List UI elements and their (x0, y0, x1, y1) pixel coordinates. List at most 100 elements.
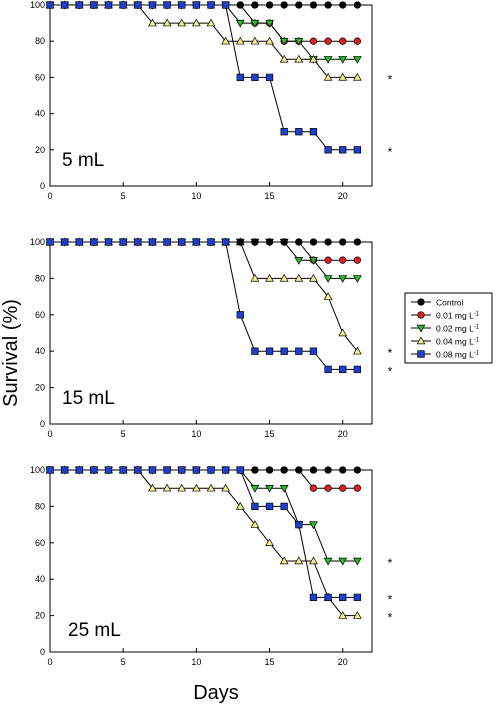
data-point (309, 466, 318, 474)
legend-label: 0.08 mg L-1 (436, 350, 480, 360)
data-point (338, 557, 348, 566)
data-point (148, 483, 157, 492)
y-tick-label: 20 (35, 383, 45, 393)
data-point (162, 18, 172, 27)
data-point (207, 1, 215, 9)
legend-label-superscript: -1 (474, 312, 480, 318)
x-tick-label: 0 (47, 191, 52, 201)
legend-label: 0.02 mg L-1 (436, 324, 480, 334)
data-point (191, 18, 201, 27)
legend-label-text: 0.01 mg L (436, 311, 474, 321)
y-tick-label: 40 (35, 109, 45, 119)
data-point (265, 238, 274, 246)
data-point (339, 256, 347, 264)
data-point (352, 72, 362, 81)
data-point (309, 484, 318, 492)
data-point (309, 257, 318, 265)
data-point (236, 73, 244, 82)
x-tick-label: 0 (47, 429, 52, 439)
y-tick-label: 80 (35, 501, 45, 511)
y-tick-label: 0 (40, 419, 45, 429)
data-point (148, 466, 157, 474)
data-point (178, 466, 186, 474)
series-line-5 (50, 241, 358, 370)
legend-entry: 0.04 mg L-1 (411, 336, 480, 347)
data-point (294, 273, 304, 282)
data-point (60, 1, 69, 9)
y-tick-label: 80 (35, 273, 45, 283)
data-point (265, 538, 274, 546)
data-point (251, 502, 259, 511)
data-point (339, 1, 347, 9)
significance-star: * (388, 145, 393, 159)
data-point (309, 347, 318, 355)
y-tick-label: 0 (40, 647, 45, 657)
legend-marker (416, 324, 426, 333)
data-point (221, 1, 230, 9)
y-tick-label: 40 (35, 346, 45, 356)
x-tick-label: 5 (121, 191, 126, 201)
data-point (353, 256, 362, 264)
data-point (295, 238, 303, 246)
legend-entry: 0.02 mg L-1 (411, 324, 480, 334)
data-point (163, 238, 171, 246)
data-point (148, 18, 157, 27)
data-point (250, 485, 260, 493)
data-point (251, 73, 259, 82)
y-tick-label: 100 (30, 237, 45, 247)
legend-label-superscript: -1 (474, 325, 480, 331)
y-tick-label: 40 (35, 574, 45, 584)
data-point (251, 466, 259, 474)
x-tick-label: 5 (121, 657, 126, 667)
data-point (265, 485, 274, 493)
significance-star: * (388, 611, 393, 625)
data-point (75, 466, 83, 474)
series-line-3 (50, 469, 358, 562)
data-point (324, 484, 332, 492)
data-point (324, 466, 332, 474)
x-tick-label: 15 (265, 657, 275, 667)
data-point (177, 483, 187, 492)
legend-label: 0.04 mg L-1 (436, 337, 480, 347)
data-point (295, 520, 303, 529)
data-point (119, 238, 127, 246)
data-point (339, 37, 347, 45)
data-point (353, 593, 362, 602)
data-point (134, 466, 142, 474)
legend-label-text: 0.08 mg L (436, 350, 474, 360)
data-point (192, 1, 201, 9)
data-point (352, 557, 362, 566)
significance-star: * (388, 364, 393, 378)
data-point (265, 347, 274, 355)
data-point (353, 365, 362, 374)
y-tick-label: 20 (35, 611, 45, 621)
data-point (295, 1, 303, 9)
data-point (60, 466, 69, 474)
data-point (251, 347, 259, 355)
data-point (353, 37, 362, 45)
data-point (90, 466, 98, 474)
data-point (279, 273, 289, 282)
data-point (236, 1, 244, 9)
data-point (265, 1, 274, 9)
data-point (250, 520, 260, 528)
data-point (207, 466, 215, 474)
data-point (60, 238, 69, 246)
y-axis-label: Survival (%) (0, 299, 22, 407)
significance-star: * (388, 556, 393, 570)
data-point (339, 238, 347, 246)
data-point (295, 466, 303, 474)
data-point (338, 275, 348, 283)
data-point (178, 238, 186, 246)
x-axis-label: Days (193, 682, 239, 704)
data-point (279, 485, 289, 493)
data-point (119, 1, 127, 9)
data-point (46, 238, 54, 246)
y-tick-label: 100 (30, 0, 45, 10)
data-point (352, 611, 362, 619)
data-point (46, 466, 54, 474)
x-tick-label: 10 (191, 657, 201, 667)
